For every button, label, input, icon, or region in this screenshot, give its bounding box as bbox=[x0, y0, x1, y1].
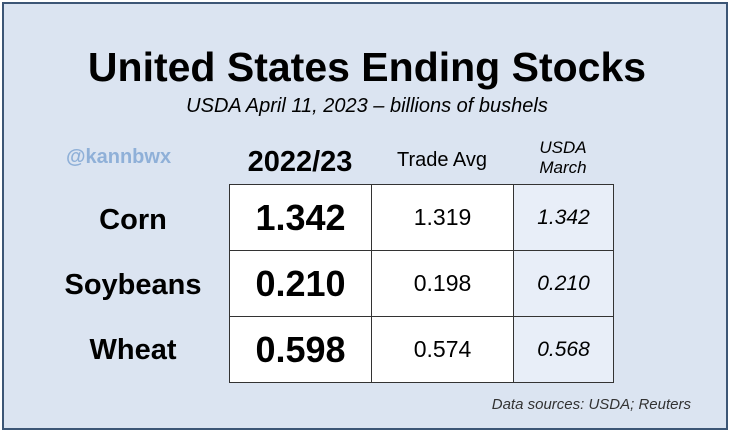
soybeans-2022-23-value: 0.210 bbox=[229, 250, 372, 317]
corn-2022-23-value: 1.342 bbox=[229, 184, 372, 251]
page-title: United States Ending Stocks bbox=[87, 44, 647, 90]
corn-trade-avg-value: 1.319 bbox=[371, 184, 514, 251]
column-header-trade-avg: Trade Avg bbox=[396, 149, 488, 171]
wheat-trade-avg-value: 0.574 bbox=[371, 316, 514, 383]
page-subtitle: USDA April 11, 2023 – billions of bushel… bbox=[186, 95, 548, 117]
column-header-year: 2022/23 bbox=[247, 146, 353, 178]
table-row-corn: 1.342 1.319 1.342 bbox=[229, 184, 614, 251]
table-row-soybeans: 0.210 0.198 0.210 bbox=[229, 250, 614, 317]
row-label-corn: Corn bbox=[99, 204, 167, 236]
author-handle: @kannbwx bbox=[66, 146, 172, 168]
column-header-usda-line1: USDA bbox=[539, 138, 587, 157]
row-label-wheat: Wheat bbox=[89, 334, 177, 366]
column-header-usda-line2: March bbox=[539, 158, 587, 177]
ending-stocks-table: 1.342 1.319 1.342 0.210 0.198 0.210 0.59… bbox=[229, 184, 614, 383]
data-source-note: Data sources: USDA; Reuters bbox=[491, 396, 691, 413]
soybeans-usda-march-value: 0.210 bbox=[513, 250, 614, 317]
soybeans-trade-avg-value: 0.198 bbox=[371, 250, 514, 317]
wheat-usda-march-value: 0.568 bbox=[513, 316, 614, 383]
corn-usda-march-value: 1.342 bbox=[513, 184, 614, 251]
table-row-wheat: 0.598 0.574 0.568 bbox=[229, 316, 614, 383]
column-header-usda-march: USDA March bbox=[514, 138, 612, 178]
row-label-soybeans: Soybeans bbox=[64, 269, 202, 301]
wheat-2022-23-value: 0.598 bbox=[229, 316, 372, 383]
